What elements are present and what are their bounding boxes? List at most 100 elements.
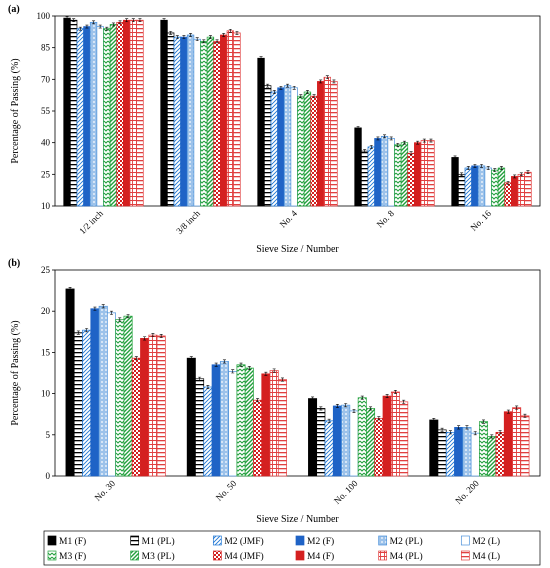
bar-m2-pl--2 xyxy=(341,404,351,477)
bar-m4-f--2 xyxy=(382,395,392,477)
bar-m2-jmf--3 xyxy=(445,431,455,477)
error-bar xyxy=(332,79,336,84)
bar-m3-pl--0 xyxy=(123,315,133,477)
bar-m4-f--1 xyxy=(261,373,271,477)
legend-label: M3 (PL) xyxy=(142,551,175,562)
legend-label: M4 (F) xyxy=(307,551,334,562)
y-tick-label: 20 xyxy=(41,306,51,316)
bar-m2-jmf--3 xyxy=(367,146,375,207)
panel-label: (b) xyxy=(8,258,20,269)
bar-m3-pl--2 xyxy=(303,91,312,207)
error-bar xyxy=(506,409,510,414)
error-bar xyxy=(202,39,206,44)
error-bar xyxy=(259,56,263,61)
y-tick-label: 100 xyxy=(37,11,51,21)
legend-label: M1 (F) xyxy=(59,536,86,547)
bar-m2-l--0 xyxy=(106,312,116,477)
bar-m4-jmf--3 xyxy=(495,431,505,477)
error-bar xyxy=(239,362,243,367)
bar-m4-f--4 xyxy=(511,176,519,207)
error-bar xyxy=(111,22,115,27)
error-bar xyxy=(327,418,331,423)
error-bar xyxy=(256,398,260,403)
error-bar xyxy=(393,390,397,394)
error-bar xyxy=(162,18,166,23)
error-bar xyxy=(319,406,323,411)
panel-label: (a) xyxy=(8,4,20,15)
bar-m4-f--3 xyxy=(414,142,422,207)
error-bar xyxy=(356,126,360,130)
bar-m4-jmf--2 xyxy=(310,95,318,207)
bar-m2-jmf--0 xyxy=(76,28,84,207)
error-bar xyxy=(432,418,436,422)
error-bar xyxy=(325,75,329,80)
error-bar xyxy=(222,33,226,37)
x-tick-label: No. 30 xyxy=(93,478,118,503)
legend-swatch xyxy=(130,535,140,546)
error-bar xyxy=(272,368,276,373)
bar-m2-jmf--4 xyxy=(464,167,472,207)
bar-m4-f--0 xyxy=(140,338,150,477)
legend-item: M4 (JMF) xyxy=(212,550,264,562)
error-bar xyxy=(235,31,239,35)
bar-m3-f--0 xyxy=(103,28,111,207)
error-bar xyxy=(402,140,406,145)
error-bar xyxy=(76,330,80,335)
bar-m3-pl--3 xyxy=(400,142,409,207)
error-bar xyxy=(189,356,193,361)
bar-m1-f--1 xyxy=(160,19,168,207)
error-bar xyxy=(360,395,364,400)
legend-label: M4 (JMF) xyxy=(224,551,263,562)
bar-m3-pl--3 xyxy=(487,436,497,477)
error-bar xyxy=(409,151,413,156)
bar-m4-jmf--1 xyxy=(213,40,221,207)
bar-m2-l--4 xyxy=(484,167,492,207)
bar-m3-f--1 xyxy=(236,364,246,477)
bar-m3-pl--1 xyxy=(206,36,215,207)
legend-item: M3 (F) xyxy=(47,550,86,562)
error-bar xyxy=(486,166,490,170)
y-tick-label: 25 xyxy=(41,265,51,275)
bar-m4-jmf--0 xyxy=(116,21,124,207)
bar-m1-pl--0 xyxy=(73,332,83,477)
bar-m1-pl--3 xyxy=(361,150,369,207)
bar-m2-pl--0 xyxy=(89,21,98,207)
error-bar xyxy=(369,406,373,411)
bar-m1-f--0 xyxy=(63,17,71,207)
x-tick-label: No. 200 xyxy=(453,478,481,506)
bar-m2-f--0 xyxy=(83,26,91,207)
bar-m4-l--2 xyxy=(399,401,409,477)
bar-m4-pl--4 xyxy=(517,173,525,207)
legend-swatch xyxy=(295,535,305,546)
error-bar xyxy=(286,83,290,88)
bar-m2-f--3 xyxy=(454,427,464,477)
error-bar xyxy=(101,304,105,309)
legend-label: M4 (PL) xyxy=(390,551,423,562)
error-bar xyxy=(98,24,102,29)
legend-swatch xyxy=(47,550,57,561)
legend-item: M4 (L) xyxy=(460,550,500,562)
error-bar xyxy=(126,314,130,319)
bar-m4-pl--1 xyxy=(269,370,279,477)
error-bar xyxy=(376,136,380,141)
error-bar xyxy=(402,399,406,404)
legend-item: M3 (PL) xyxy=(130,550,175,562)
error-bar xyxy=(490,434,494,439)
legend-label: M2 (PL) xyxy=(390,536,423,547)
bar-m2-f--2 xyxy=(332,405,342,477)
bar-m3-f--0 xyxy=(115,319,125,477)
error-bar xyxy=(465,425,469,430)
y-tick-label: 40 xyxy=(41,138,51,148)
x-tick-label: No. 50 xyxy=(214,478,239,503)
error-bar xyxy=(189,33,193,37)
bar-m1-f--1 xyxy=(186,357,196,477)
error-bar xyxy=(266,83,270,88)
error-bar xyxy=(385,394,389,399)
error-bar xyxy=(526,170,530,175)
bar-m4-l--3 xyxy=(520,415,530,477)
bar-m4-pl--0 xyxy=(129,19,137,207)
plot-frame xyxy=(54,269,541,477)
error-bar xyxy=(151,333,155,338)
legend-item: M1 (F) xyxy=(47,535,86,547)
bar-m2-jmf--2 xyxy=(324,420,334,477)
